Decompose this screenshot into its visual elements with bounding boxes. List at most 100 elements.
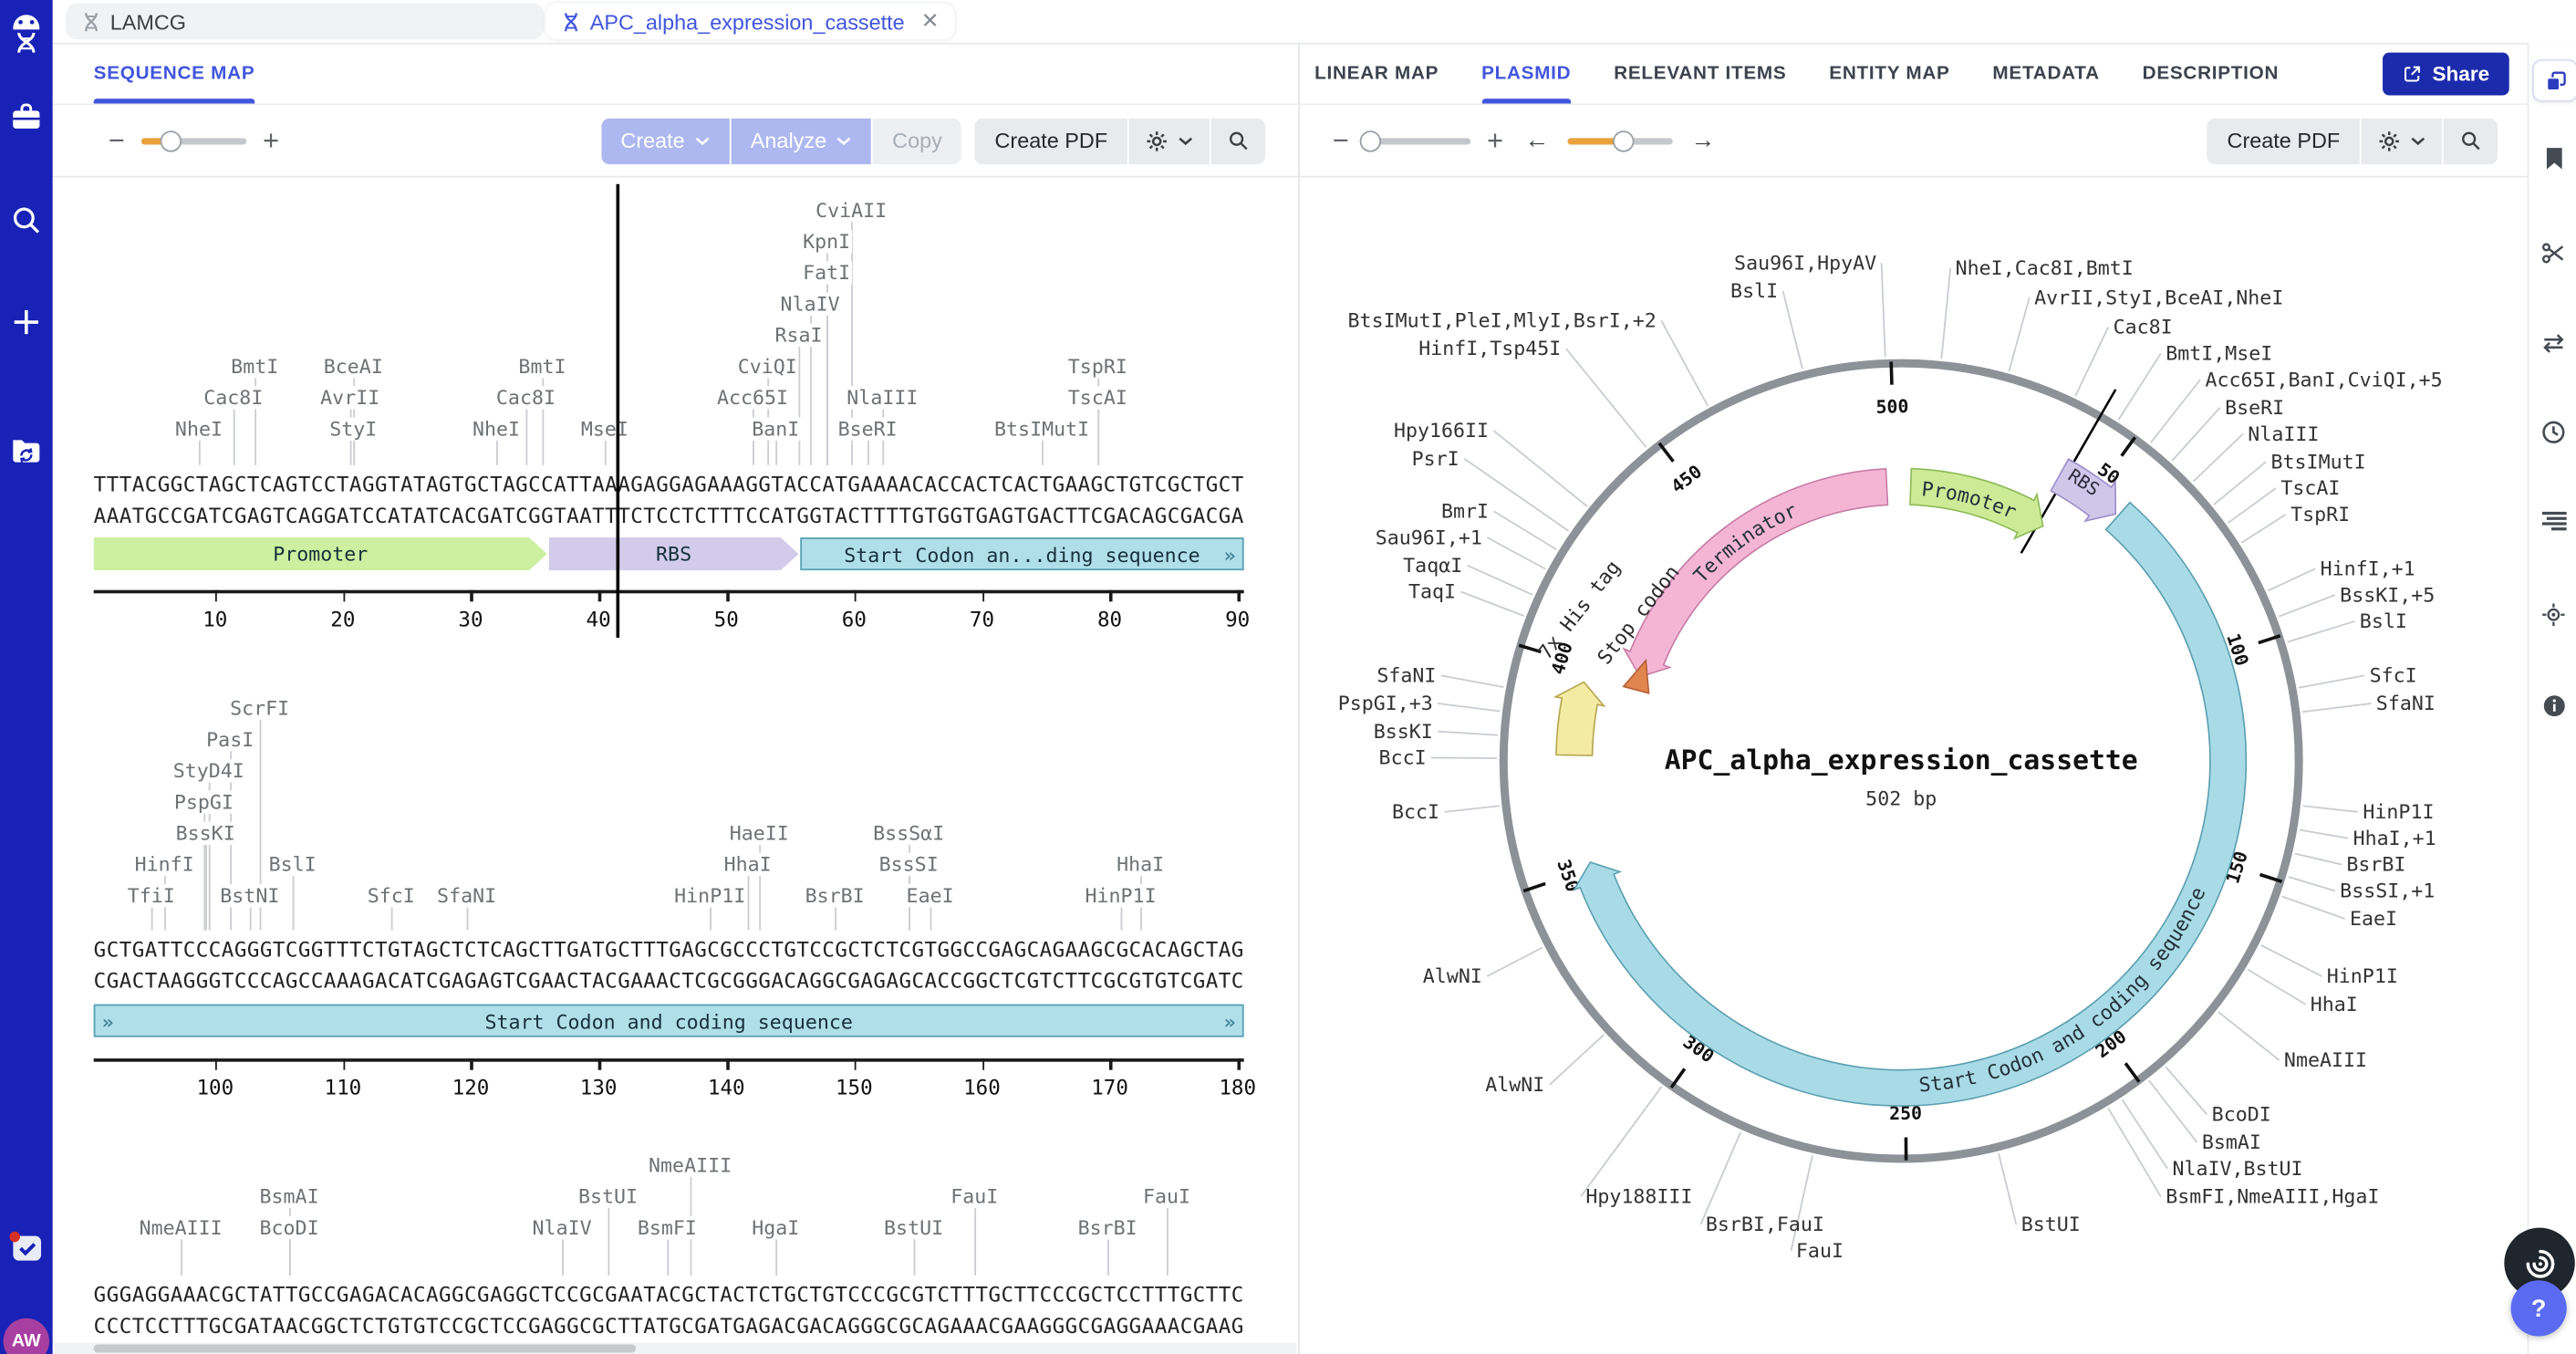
enzyme-cut-site-label[interactable]: FauI	[949, 1184, 1001, 1209]
create-pdf-button[interactable]: Create PDF	[2207, 117, 2360, 164]
plasmid-feature-rbs[interactable]	[2050, 458, 2117, 523]
plasmid-feature-start-codon-and-coding-sequence[interactable]	[1572, 501, 2248, 1107]
enzyme-cut-site-label[interactable]: CviAII	[814, 198, 888, 223]
enzyme-label[interactable]: HhaI,+1	[2353, 828, 2436, 850]
enzyme-cut-site-label[interactable]: NlaIV	[530, 1216, 594, 1240]
enzyme-label[interactable]: Acc65I,BanI,CviQI,+5	[2205, 369, 2442, 391]
enzyme-cut-site-label[interactable]: HinP1I	[672, 884, 748, 908]
enzyme-cut-site-label[interactable]: NheI	[173, 417, 224, 441]
enzyme-label[interactable]: HhaI	[2311, 994, 2358, 1016]
annotation-start-codon-and-coding-sequence[interactable]: Start Codon and coding sequence»»	[93, 1004, 1244, 1037]
enzyme-cut-site-label[interactable]: BcoDI	[257, 1216, 321, 1240]
enzyme-label[interactable]: BmrI	[1441, 500, 1489, 523]
clock-icon[interactable]	[2529, 419, 2576, 445]
create-pdf-button[interactable]: Create PDF	[974, 117, 1127, 164]
enzyme-cut-site-label[interactable]: CviQI	[735, 355, 799, 379]
enzyme-cut-site-label[interactable]: BanI	[750, 417, 802, 441]
tab-entity-map[interactable]: ENTITY MAP	[1829, 63, 1950, 83]
find-button[interactable]	[1210, 117, 1266, 164]
enzyme-cut-site-label[interactable]: KpnI	[801, 230, 852, 254]
enzyme-cut-site-label[interactable]: BsrBI	[803, 884, 867, 908]
enzyme-label[interactable]: BtsIMutI	[2271, 451, 2366, 474]
plasmid-feature-terminator[interactable]	[1622, 467, 1889, 678]
plasmid-feature-stop-codon[interactable]	[1622, 658, 1650, 694]
scissors-icon[interactable]	[2529, 240, 2576, 266]
enzyme-cut-site-label[interactable]: HhaI	[1115, 852, 1167, 877]
sequence-bottom-strand[interactable]: AAATGCCGATCGAGTCAGGATCCATATCACGATCGGTAAT…	[93, 503, 1244, 528]
enzyme-cut-site-label[interactable]: SfaNI	[435, 884, 498, 908]
enzyme-cut-site-label[interactable]: Acc65I	[715, 386, 790, 410]
settings-gear-button[interactable]	[2361, 117, 2442, 164]
enzyme-cut-site-label[interactable]: HinP1I	[1083, 884, 1158, 908]
enzyme-cut-site-label[interactable]: BmtI	[516, 355, 568, 379]
tab-relevant-items[interactable]: RELEVANT ITEMS	[1614, 63, 1787, 83]
zoom-in-button[interactable]: +	[1487, 124, 1504, 157]
close-icon[interactable]: ✕	[920, 8, 940, 34]
tab-plasmid[interactable]: PLASMID	[1481, 43, 1571, 104]
annotation-rbs[interactable]: RBS	[549, 537, 799, 570]
sequence-bottom-strand[interactable]: CGACTAAGGGTCCCAGCCAAAGACATCGAGAGTCGAACTA…	[93, 968, 1244, 994]
enzyme-label[interactable]: Hpy166II	[1394, 420, 1489, 443]
enzyme-label[interactable]: TscAI	[2280, 477, 2340, 500]
enzyme-label[interactable]: Hpy188III	[1585, 1186, 1692, 1209]
enzyme-cut-site-label[interactable]: RsaI	[773, 323, 825, 348]
enzyme-label[interactable]: EaeI	[2350, 908, 2397, 931]
doc-tab-lamcg[interactable]: LAMCG	[66, 3, 545, 40]
enzyme-cut-site-label[interactable]: BstNI	[218, 884, 282, 908]
enzyme-cut-site-label[interactable]: HgaI	[750, 1216, 802, 1240]
zoom-out-button[interactable]: −	[1332, 124, 1349, 157]
enzyme-label[interactable]: PspGI,+3	[1338, 693, 1433, 715]
enzyme-cut-site-label[interactable]: NlaIII	[845, 386, 920, 410]
enzyme-label[interactable]: TaqαI	[1403, 555, 1462, 578]
enzyme-label[interactable]: NlaIII	[2248, 423, 2319, 446]
plasmid-map[interactable]: 50100150200250300350400450500PromoterRBS…	[1298, 178, 2527, 1354]
enzyme-label[interactable]: BsrBI	[2346, 854, 2405, 877]
create-button[interactable]: Create	[600, 117, 730, 164]
enzyme-cut-site-label[interactable]: BstUI	[576, 1184, 639, 1209]
tab-linear-map[interactable]: LINEAR MAP	[1314, 63, 1439, 83]
doc-tab-active[interactable]: APC_alpha_expression_cassette ✕	[545, 3, 956, 40]
enzyme-label[interactable]: FauI	[1796, 1240, 1844, 1263]
sequence-top-strand[interactable]: GCTGATTCCCAGGGTCGGTTTCTGTAGCTCTCAGCTTGAT…	[93, 936, 1244, 962]
enzyme-label[interactable]: BmtI,MseI	[2166, 343, 2272, 366]
enzyme-label[interactable]: BslI	[1730, 280, 1778, 303]
share-button[interactable]: Share	[2383, 52, 2509, 96]
rotate-slider[interactable]	[1567, 130, 1673, 151]
plasmid-feature-promoter[interactable]	[1909, 467, 2044, 540]
plasmid-feature-7x-his-tag[interactable]	[1553, 681, 1606, 756]
horizontal-scrollbar[interactable]	[54, 1342, 1297, 1354]
info-icon[interactable]	[2529, 693, 2576, 718]
enzyme-label[interactable]: SfaNI	[2376, 693, 2436, 715]
enzyme-label[interactable]: BssKI	[1374, 721, 1433, 744]
enzyme-cut-site-label[interactable]: NmeAIII	[647, 1153, 733, 1177]
zoom-slider[interactable]	[140, 130, 247, 151]
enzyme-cut-site-label[interactable]: BseRI	[836, 417, 899, 441]
enzyme-label[interactable]: Sau96I,HpyAV	[1734, 252, 1876, 275]
rotate-left-icon[interactable]: ←	[1524, 126, 1550, 155]
enzyme-cut-site-label[interactable]: TscAI	[1065, 386, 1129, 410]
benchling-logo[interactable]	[0, 10, 53, 59]
align-icon[interactable]	[2529, 511, 2576, 531]
analyze-button[interactable]: Analyze	[731, 117, 871, 164]
enzyme-cut-site-label[interactable]: BsrBI	[1075, 1216, 1139, 1240]
enzyme-label[interactable]: BtsIMutI,PleI,MlyI,BsrI,+2	[1348, 309, 1657, 332]
enzyme-cut-site-label[interactable]: BslI	[266, 852, 318, 877]
sequence-bottom-strand[interactable]: CCCTCCTTTGCGATAACGGCTCTGTGTCCGCTCCGAGGCG…	[93, 1313, 1244, 1338]
help-button[interactable]: ?	[2510, 1280, 2567, 1337]
swap-icon[interactable]	[2529, 332, 2576, 355]
enzyme-cut-site-label[interactable]: Cac8I	[494, 386, 557, 410]
enzyme-label[interactable]: SfaNI	[1376, 665, 1436, 688]
enzyme-cut-site-label[interactable]: TspRI	[1065, 355, 1129, 379]
enzyme-label[interactable]: HinfI,Tsp45I	[1418, 338, 1561, 360]
enzyme-cut-site-label[interactable]: BssKI	[173, 821, 237, 845]
copy-button[interactable]: Copy	[872, 117, 962, 164]
bookmark-icon[interactable]	[2529, 146, 2576, 171]
enzyme-cut-site-label[interactable]: AvrII	[318, 386, 382, 410]
enzyme-label[interactable]: BslI	[2360, 610, 2407, 633]
enzyme-label[interactable]: NlaIV,BstUI	[2172, 1158, 2302, 1181]
tab-description[interactable]: DESCRIPTION	[2142, 63, 2280, 83]
projects-icon[interactable]	[0, 102, 53, 131]
enzyme-label[interactable]: BcoDI	[2212, 1104, 2271, 1127]
sequence-top-strand[interactable]: GGGAGGAAACGCTATTGCCGAGACACAGGCGAGGCTCCGC…	[93, 1282, 1244, 1307]
enzyme-cut-site-label[interactable]: HhaI	[722, 852, 774, 877]
